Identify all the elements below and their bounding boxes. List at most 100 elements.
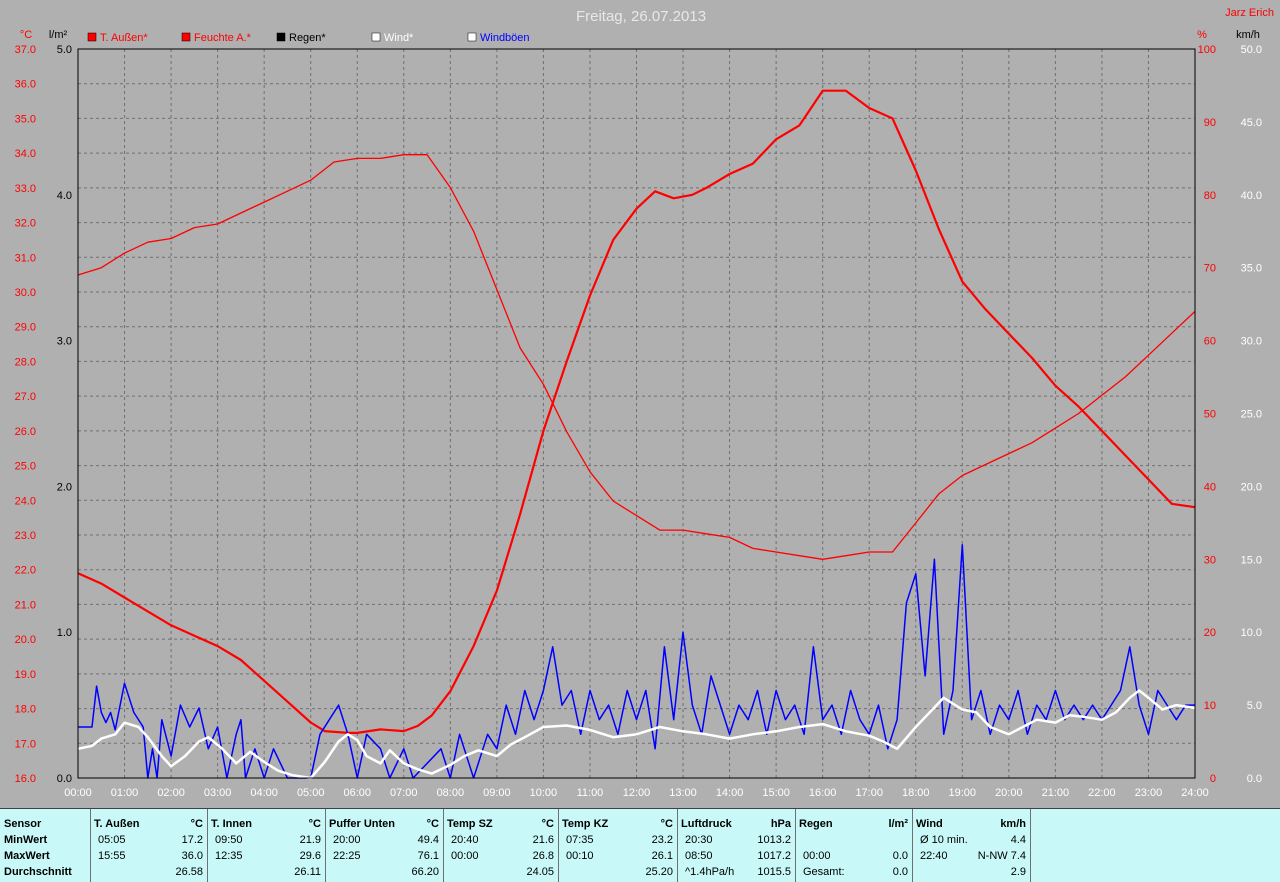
stats-header-label: Sensor — [4, 818, 42, 830]
legend-swatch — [181, 32, 191, 42]
x-tick-label: 20:00 — [995, 787, 1023, 799]
stats-header-unit: °C — [308, 818, 321, 830]
legend-label: Feuchte A.* — [194, 32, 252, 44]
stats-time: 08:50 — [685, 850, 713, 862]
rain-unit-label: l/m² — [49, 29, 68, 41]
stats-value: 29.6 — [299, 850, 321, 862]
stats-time: 00:00 — [803, 850, 831, 862]
stats-row: 24.05 — [443, 864, 558, 880]
stats-row: 09:50 21.9 — [207, 832, 325, 848]
wind-tick-label: 25.0 — [1241, 409, 1262, 421]
stats-value: 25.20 — [645, 866, 673, 878]
wind-tick-label: 20.0 — [1241, 481, 1262, 493]
stats-row: 22:25 76.1 — [325, 848, 443, 864]
celsius-tick-label: 22.0 — [15, 565, 36, 577]
stats-time: Ø 10 min. — [920, 834, 968, 846]
stats-row: Gesamt: 0.0 — [795, 864, 912, 880]
stats-time: 00:10 — [566, 850, 594, 862]
stats-row: 00:10 26.1 — [558, 848, 677, 864]
stats-row: MinWert — [0, 832, 90, 848]
celsius-tick-label: 24.0 — [15, 495, 36, 507]
stats-header-label: Temp KZ — [562, 818, 609, 830]
stats-column-sensor: Sensor MinWert MaxWert Durchschnitt — [0, 809, 91, 882]
celsius-tick-label: 18.0 — [15, 704, 36, 716]
legend-swatch — [371, 32, 381, 42]
x-tick-label: 05:00 — [297, 787, 325, 799]
wind-tick-label: 10.0 — [1241, 627, 1262, 639]
stats-time: 20:40 — [451, 834, 479, 846]
chart-background — [0, 0, 1280, 808]
stats-header-label: Luftdruck — [681, 818, 732, 830]
stats-header: T. Innen °C — [207, 816, 325, 832]
x-tick-label: 23:00 — [1135, 787, 1163, 799]
stats-value: 0.0 — [892, 866, 908, 878]
celsius-tick-label: 19.0 — [15, 669, 36, 681]
celsius-tick-label: 27.0 — [15, 391, 36, 403]
author-label: Jarz Erich — [1225, 7, 1274, 19]
stats-row: 00:00 0.0 — [795, 848, 912, 864]
percent-tick-label: 20 — [1204, 627, 1216, 639]
legend-swatch — [467, 32, 477, 42]
stats-header-unit: °C — [541, 818, 554, 830]
stats-value: 36.0 — [181, 850, 203, 862]
rain-tick-label: 1.0 — [57, 627, 72, 639]
x-tick-label: 22:00 — [1088, 787, 1116, 799]
x-tick-label: 09:00 — [483, 787, 511, 799]
stats-time: 07:35 — [566, 834, 594, 846]
wind-tick-label: 5.0 — [1247, 700, 1262, 712]
celsius-tick-label: 20.0 — [15, 634, 36, 646]
stats-row: 08:50 1017.2 — [677, 848, 795, 864]
celsius-tick-label: 33.0 — [15, 183, 36, 195]
stats-time: ^1.4hPa/h — [685, 866, 735, 878]
stats-value: 76.1 — [417, 850, 439, 862]
legend-label: Wind* — [384, 32, 414, 44]
stats-value: 2.9 — [1010, 866, 1026, 878]
stats-value: 24.05 — [526, 866, 554, 878]
wind-unit-label: km/h — [1236, 29, 1260, 41]
stats-header-unit: km/h — [1000, 818, 1026, 830]
stats-value: 17.2 — [181, 834, 203, 846]
stats-row-label: MinWert — [4, 834, 48, 846]
x-tick-label: 11:00 — [577, 787, 604, 799]
stats-header-unit: °C — [190, 818, 203, 830]
legend-label: Windböen — [480, 32, 530, 44]
stats-column-luftdruck: Luftdruck hPa 20:30 1013.2 08:50 1017.2 ^1.4hP… — [677, 809, 796, 882]
stats-row: 05:05 17.2 — [90, 832, 207, 848]
stats-row: 07:35 23.2 — [558, 832, 677, 848]
rain-tick-label: 4.0 — [57, 190, 72, 202]
percent-tick-label: 10 — [1204, 700, 1216, 712]
percent-tick-label: 90 — [1204, 117, 1216, 129]
x-tick-label: 15:00 — [762, 787, 790, 799]
stats-time: 22:25 — [333, 850, 361, 862]
stats-value: 26.11 — [294, 866, 321, 878]
statistics-table: Sensor MinWert MaxWert Durchschnitt T. Außen… — [0, 808, 1280, 882]
percent-tick-label: 100 — [1198, 44, 1216, 56]
stats-header: Temp KZ °C — [558, 816, 677, 832]
stats-row: 26.11 — [207, 864, 325, 880]
wind-tick-label: 45.0 — [1241, 117, 1262, 129]
stats-row: 66.20 — [325, 864, 443, 880]
stats-column-temp_kz: Temp KZ °C 07:35 23.2 00:10 26.1 25.20 — [558, 809, 678, 882]
rain-tick-label: 0.0 — [57, 773, 72, 785]
celsius-tick-label: 29.0 — [15, 322, 36, 334]
percent-tick-label: 40 — [1204, 481, 1216, 493]
stats-value: 26.1 — [651, 850, 673, 862]
stats-row — [795, 832, 912, 848]
stats-value: 49.4 — [417, 834, 439, 846]
stats-value: N-NW 7.4 — [977, 850, 1026, 862]
series-wind — [77, 689, 1196, 780]
percent-tick-label: 50 — [1204, 409, 1216, 421]
celsius-tick-label: 32.0 — [15, 218, 36, 230]
stats-value: 23.2 — [651, 834, 673, 846]
celsius-tick-label: 16.0 — [15, 773, 36, 785]
stats-value: 26.58 — [175, 866, 203, 878]
stats-value: 66.20 — [411, 866, 439, 878]
wind-tick-label: 40.0 — [1241, 190, 1262, 202]
stats-header-unit: °C — [426, 818, 439, 830]
percent-tick-label: 80 — [1204, 190, 1216, 202]
rain-tick-label: 5.0 — [57, 44, 72, 56]
stats-header: Sensor — [0, 816, 90, 832]
legend-swatch — [276, 32, 286, 42]
stats-row: 2.9 — [912, 864, 1030, 880]
percent-tick-label: 70 — [1204, 263, 1216, 275]
